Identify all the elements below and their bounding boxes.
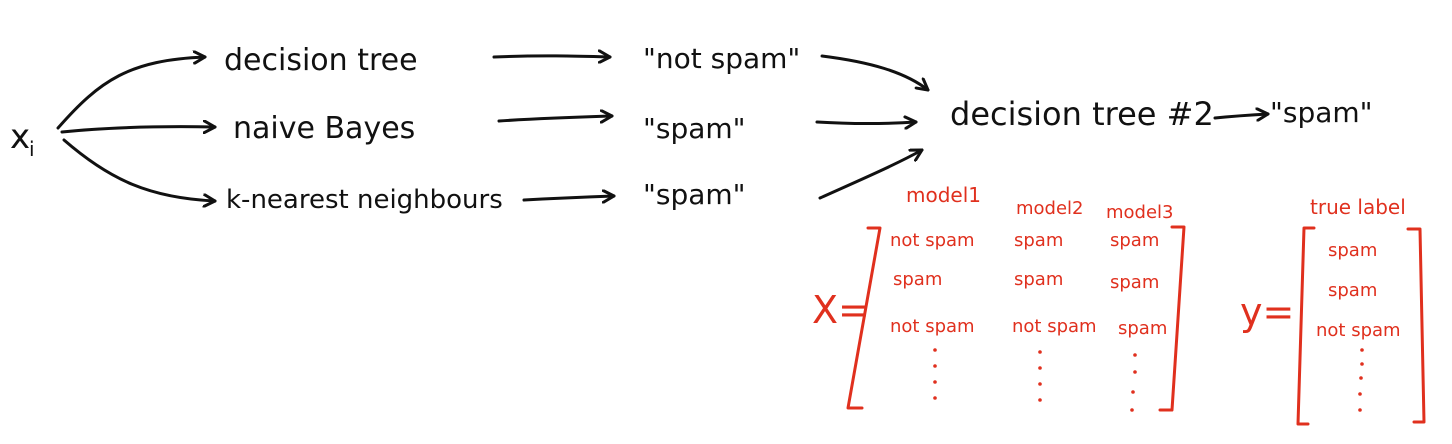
y-vector-header: true label [1310,195,1406,219]
input-label: x [10,117,30,157]
meta-model-name: decision tree #2 [950,95,1214,133]
y-vector-symbol: y= [1240,290,1294,334]
x-matrix-ellipsis [933,348,1137,412]
model-3-prediction: "spam" [643,178,746,211]
y-vector-left-bracket [1296,226,1316,426]
y-cell-0: spam [1328,240,1377,261]
x-matrix-symbol: X= [812,288,870,332]
x-cell-1-1: spam [1014,269,1063,290]
arrow-prediction-2-to-meta [815,122,918,124]
arrow-input-to-model-3 [62,138,217,201]
x-cell-1-2: spam [1110,272,1159,293]
x-cell-2-0: not spam [890,316,975,337]
model-3-name: k-nearest neighbours [226,185,503,215]
arrow-prediction-3-to-meta [818,148,924,200]
meta-model-prediction: "spam" [1270,96,1373,129]
x-cell-0-1: spam [1014,230,1063,251]
arrow-meta-to-prediction [1213,114,1270,118]
input-subscript: i [29,137,35,161]
y-vector-right-bracket [1406,227,1426,424]
x-cell-2-1: not spam [1012,316,1097,337]
model-2-name: naive Bayes [233,111,415,146]
arrow-model-3-to-prediction [522,196,616,200]
arrow-model-1-to-prediction [492,56,612,57]
x-cell-1-0: spam [893,269,942,290]
y-vector: y= true label spam spam not spam [1240,195,1426,426]
meta-arrows [815,54,930,200]
input-arrows [56,57,217,201]
model-1-prediction: "not spam" [643,42,800,75]
x-matrix-right-bracket [1158,225,1186,412]
x-matrix-left-bracket [846,226,882,410]
x-header-model3: model3 [1106,202,1174,223]
y-cell-2: not spam [1316,320,1401,341]
x-header-model2: model2 [1016,198,1084,219]
x-matrix: X= model1 model2 model3 not spam spam sp… [812,183,1186,412]
arrow-input-to-model-2 [60,127,217,132]
model-arrows [492,56,616,200]
x-header-model1: model1 [906,183,981,207]
y-vector-ellipsis [1358,348,1364,412]
x-cell-2-2: spam [1118,318,1167,339]
model-1-name: decision tree [224,43,418,78]
arrow-input-to-model-1 [56,57,207,130]
y-cell-1: spam [1328,280,1377,301]
arrow-model-2-to-prediction [497,116,614,121]
x-cell-0-2: spam [1110,230,1159,251]
x-cell-0-0: not spam [890,230,975,251]
model-2-prediction: "spam" [643,112,746,145]
arrow-prediction-1-to-meta [820,54,930,92]
